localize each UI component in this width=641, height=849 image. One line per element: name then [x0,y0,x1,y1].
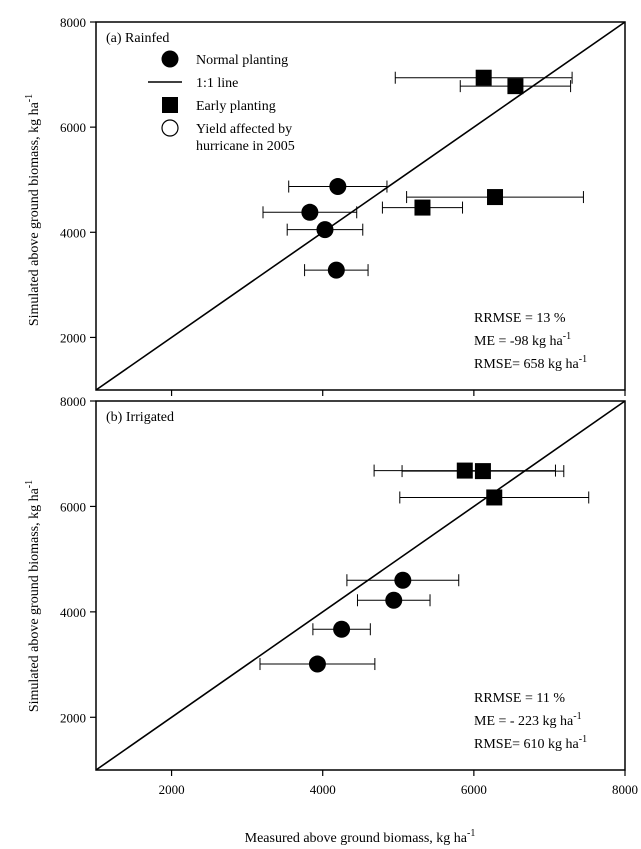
stat-text: RRMSE = 11 % [474,691,565,706]
y-axis-title-bottom: Simulated above ground biomass, kg ha-1 [24,480,42,712]
y-tick-label: 2000 [60,330,86,345]
normal-planting-point [394,571,412,589]
stat-text: ME = - 223 kg ha-1 [474,711,582,729]
normal-planting-point [329,178,347,196]
normal-planting-point [301,203,319,221]
y-tick-label: 4000 [60,605,86,620]
plot-frame [95,21,626,391]
y-tick-label: 6000 [60,120,86,135]
legend-label: Normal planting [196,53,288,68]
normal-planting-point [333,620,351,638]
x-axis-title: Measured above ground biomass, kg ha-1 [245,828,476,846]
stat-text: ME = -98 kg ha-1 [474,331,571,349]
early-planting-point [456,462,473,479]
y-tick-label: 8000 [60,15,86,30]
panel-label: (b) Irrigated [106,410,174,425]
early-planting-point [486,489,503,506]
stat-text: RRMSE = 13 % [474,311,566,326]
x-tick-label: 4000 [310,782,336,797]
legend-label: Yield affected by [196,122,292,137]
y-axis-title-top: Simulated above ground biomass, kg ha-1 [24,94,42,326]
y-tick-label: 6000 [60,499,86,514]
plot-frame [95,400,626,771]
x-tick-label: 6000 [461,782,487,797]
panel-rainfed: 2000 4000 6000 8000 (a) Rainfed Normal planti… [60,15,626,396]
panel-label: (a) Rainfed [106,31,169,46]
y-tick-label: 4000 [60,225,86,240]
normal-planting-point [308,655,326,673]
early-planting-point [474,463,491,480]
y-tick-label: 8000 [60,394,86,409]
legend-marker-circle [161,50,179,68]
legend: Normal planting 1:1 line Early planting Yie… [148,50,295,154]
panel-irrigated: 2000 4000 6000 8000 2000 4000 6000 8000 (b) Irri… [60,394,638,797]
y-tick-label: 2000 [60,710,86,725]
legend-label: 1:1 line [196,76,238,91]
x-tick-label: 8000 [612,782,638,797]
early-planting-point [475,69,492,86]
legend-label-line2: hurricane in 2005 [196,139,295,154]
early-planting-point [487,189,504,206]
normal-planting-point [385,591,403,609]
x-tick-label: 2000 [159,782,185,797]
stat-text: RMSE= 610 kg ha-1 [474,734,587,752]
legend-marker-square [162,97,178,113]
legend-label: Early planting [196,99,276,114]
legend-marker-open-circle [161,119,179,137]
normal-planting-point [316,221,334,239]
one-to-one-line [95,21,626,391]
normal-planting-point [327,261,345,279]
one-to-one-line [95,400,626,771]
early-planting-point [507,78,524,95]
stat-text: RMSE= 658 kg ha-1 [474,354,587,372]
early-planting-point [414,199,431,216]
